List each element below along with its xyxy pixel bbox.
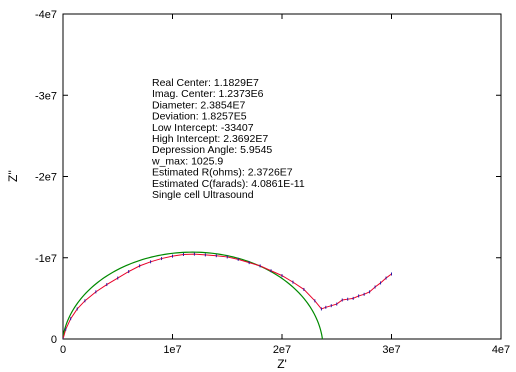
data-line: [63, 253, 392, 339]
y-tick-label: -3e7: [35, 90, 57, 102]
y-tick-label: -4e7: [35, 9, 57, 21]
x-tick-label: 4e7: [492, 344, 510, 356]
annotation-line: Diameter: 2.3854E7: [152, 99, 246, 111]
annotation-line: Low Intercept: -33407: [152, 122, 254, 134]
annotation-line: Real Center: 1.1829E7: [152, 77, 259, 89]
x-tick-label: 1e7: [163, 344, 181, 356]
annotation-line: Depression Angle: 5.9545: [152, 144, 272, 156]
x-tick-label: 3e7: [382, 344, 400, 356]
annotation-line: Estimated C(farads): 4.0861E-11: [152, 178, 305, 190]
fit-series: [63, 251, 324, 339]
y-axis-title: Z'': [6, 170, 20, 182]
annotation-line: Estimated R(ohms): 2.3726E7: [152, 167, 293, 179]
y-tick-labels: 0 -1e7 -2e7 -3e7 -4e7: [35, 9, 57, 346]
data-series: [63, 252, 392, 339]
annotation-line: Deviation: 1.8257E5: [152, 111, 247, 123]
x-tick-label: 2e7: [273, 344, 291, 356]
fit-arc: [63, 251, 324, 339]
x-tick-label: 0: [60, 344, 66, 356]
y-tick-label: 0: [51, 334, 57, 346]
annotation-line: High Intercept: 2.3692E7: [152, 133, 268, 145]
y-tick-label: -2e7: [35, 172, 57, 184]
y-tick-label: -1e7: [35, 253, 57, 265]
x-tick-labels: 0 1e7 2e7 3e7 4e7: [60, 344, 510, 356]
axis-ticks: [62, 13, 502, 340]
annotation-line: w_max: 1025.9: [151, 155, 223, 167]
annotation-line: Imag. Center: 1.2373E6: [152, 88, 264, 100]
annotation-line: Single cell Ultrasound: [152, 189, 254, 201]
x-axis-title: Z': [277, 357, 287, 371]
